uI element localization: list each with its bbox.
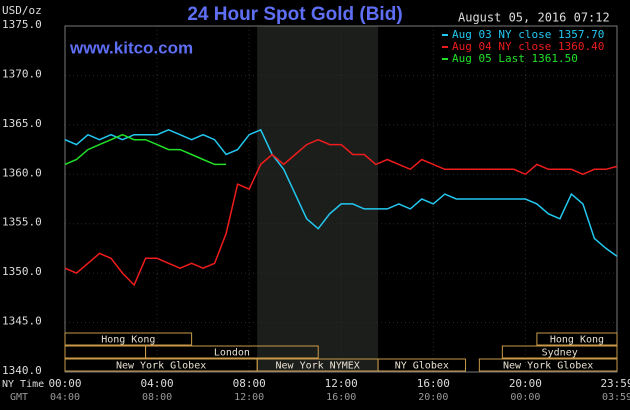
x-tick-label: 23:59	[600, 377, 630, 390]
session-label: New York Globex	[116, 361, 206, 372]
x-tick-label: 20:00	[509, 377, 542, 390]
session-label: Hong Kong	[101, 335, 155, 346]
x2-tick-label: 20:00	[418, 392, 448, 403]
y-tick-label: 1375.0	[2, 18, 42, 31]
x-tick-label: 04:00	[141, 377, 174, 390]
session-label: Sydney	[542, 348, 578, 359]
x2-tick-label: 03:59	[602, 392, 630, 403]
highlight-band	[257, 26, 379, 372]
series-line	[64, 138, 618, 287]
legend-label: Aug 03 NY close 1357.70	[452, 28, 604, 41]
legend-label: Aug 05 Last 1361.50	[452, 52, 578, 65]
session-box	[377, 358, 467, 372]
session-box	[145, 345, 319, 359]
plot-border	[64, 25, 618, 373]
watermark: www.kitco.com	[69, 38, 193, 57]
session-label: Hong Kong	[550, 335, 604, 346]
y-tick-label: 1365.0	[2, 117, 42, 130]
series-line	[64, 133, 227, 166]
chart-title: 24 Hour Spot Gold (Bid)	[187, 4, 402, 25]
x2-tick-label: 16:00	[326, 392, 356, 403]
session-box	[501, 345, 618, 359]
y-tick-label: 1355.0	[2, 216, 42, 229]
y-tick-label: 1360.0	[2, 166, 42, 179]
y-tick-label: 1370.0	[2, 67, 42, 80]
x-tick-label: 08:00	[233, 377, 266, 390]
series-line	[64, 128, 618, 257]
legend-label: Aug 04 NY close 1360.40	[452, 40, 604, 53]
x2-tick-label: 00:00	[510, 392, 540, 403]
x-tick-label: 00:00	[48, 377, 81, 390]
x2-tick-label: 12:00	[234, 392, 264, 403]
x-tick-label: 12:00	[325, 377, 358, 390]
timestamp: August 05, 2016 07:12	[458, 11, 610, 25]
session-box	[64, 332, 193, 346]
session-label: London	[214, 348, 250, 359]
session-label: New York Globex	[503, 361, 593, 372]
y-tick-label: 1350.0	[2, 265, 42, 278]
x-row-label: NY Time	[2, 379, 44, 390]
x-tick-label: 16:00	[417, 377, 450, 390]
x2-row-label: GMT	[10, 392, 28, 403]
y-tick-label: 1340.0	[2, 364, 42, 377]
y-tick-label: 1345.0	[2, 315, 42, 328]
unit-label: USD/oz	[2, 4, 42, 17]
x2-tick-label: 08:00	[142, 392, 172, 403]
session-label: NY Globex	[395, 361, 449, 372]
session-box	[478, 358, 618, 372]
x2-tick-label: 04:00	[50, 392, 80, 403]
session-box	[536, 332, 618, 346]
session-label: New York NYMEX	[275, 361, 359, 372]
